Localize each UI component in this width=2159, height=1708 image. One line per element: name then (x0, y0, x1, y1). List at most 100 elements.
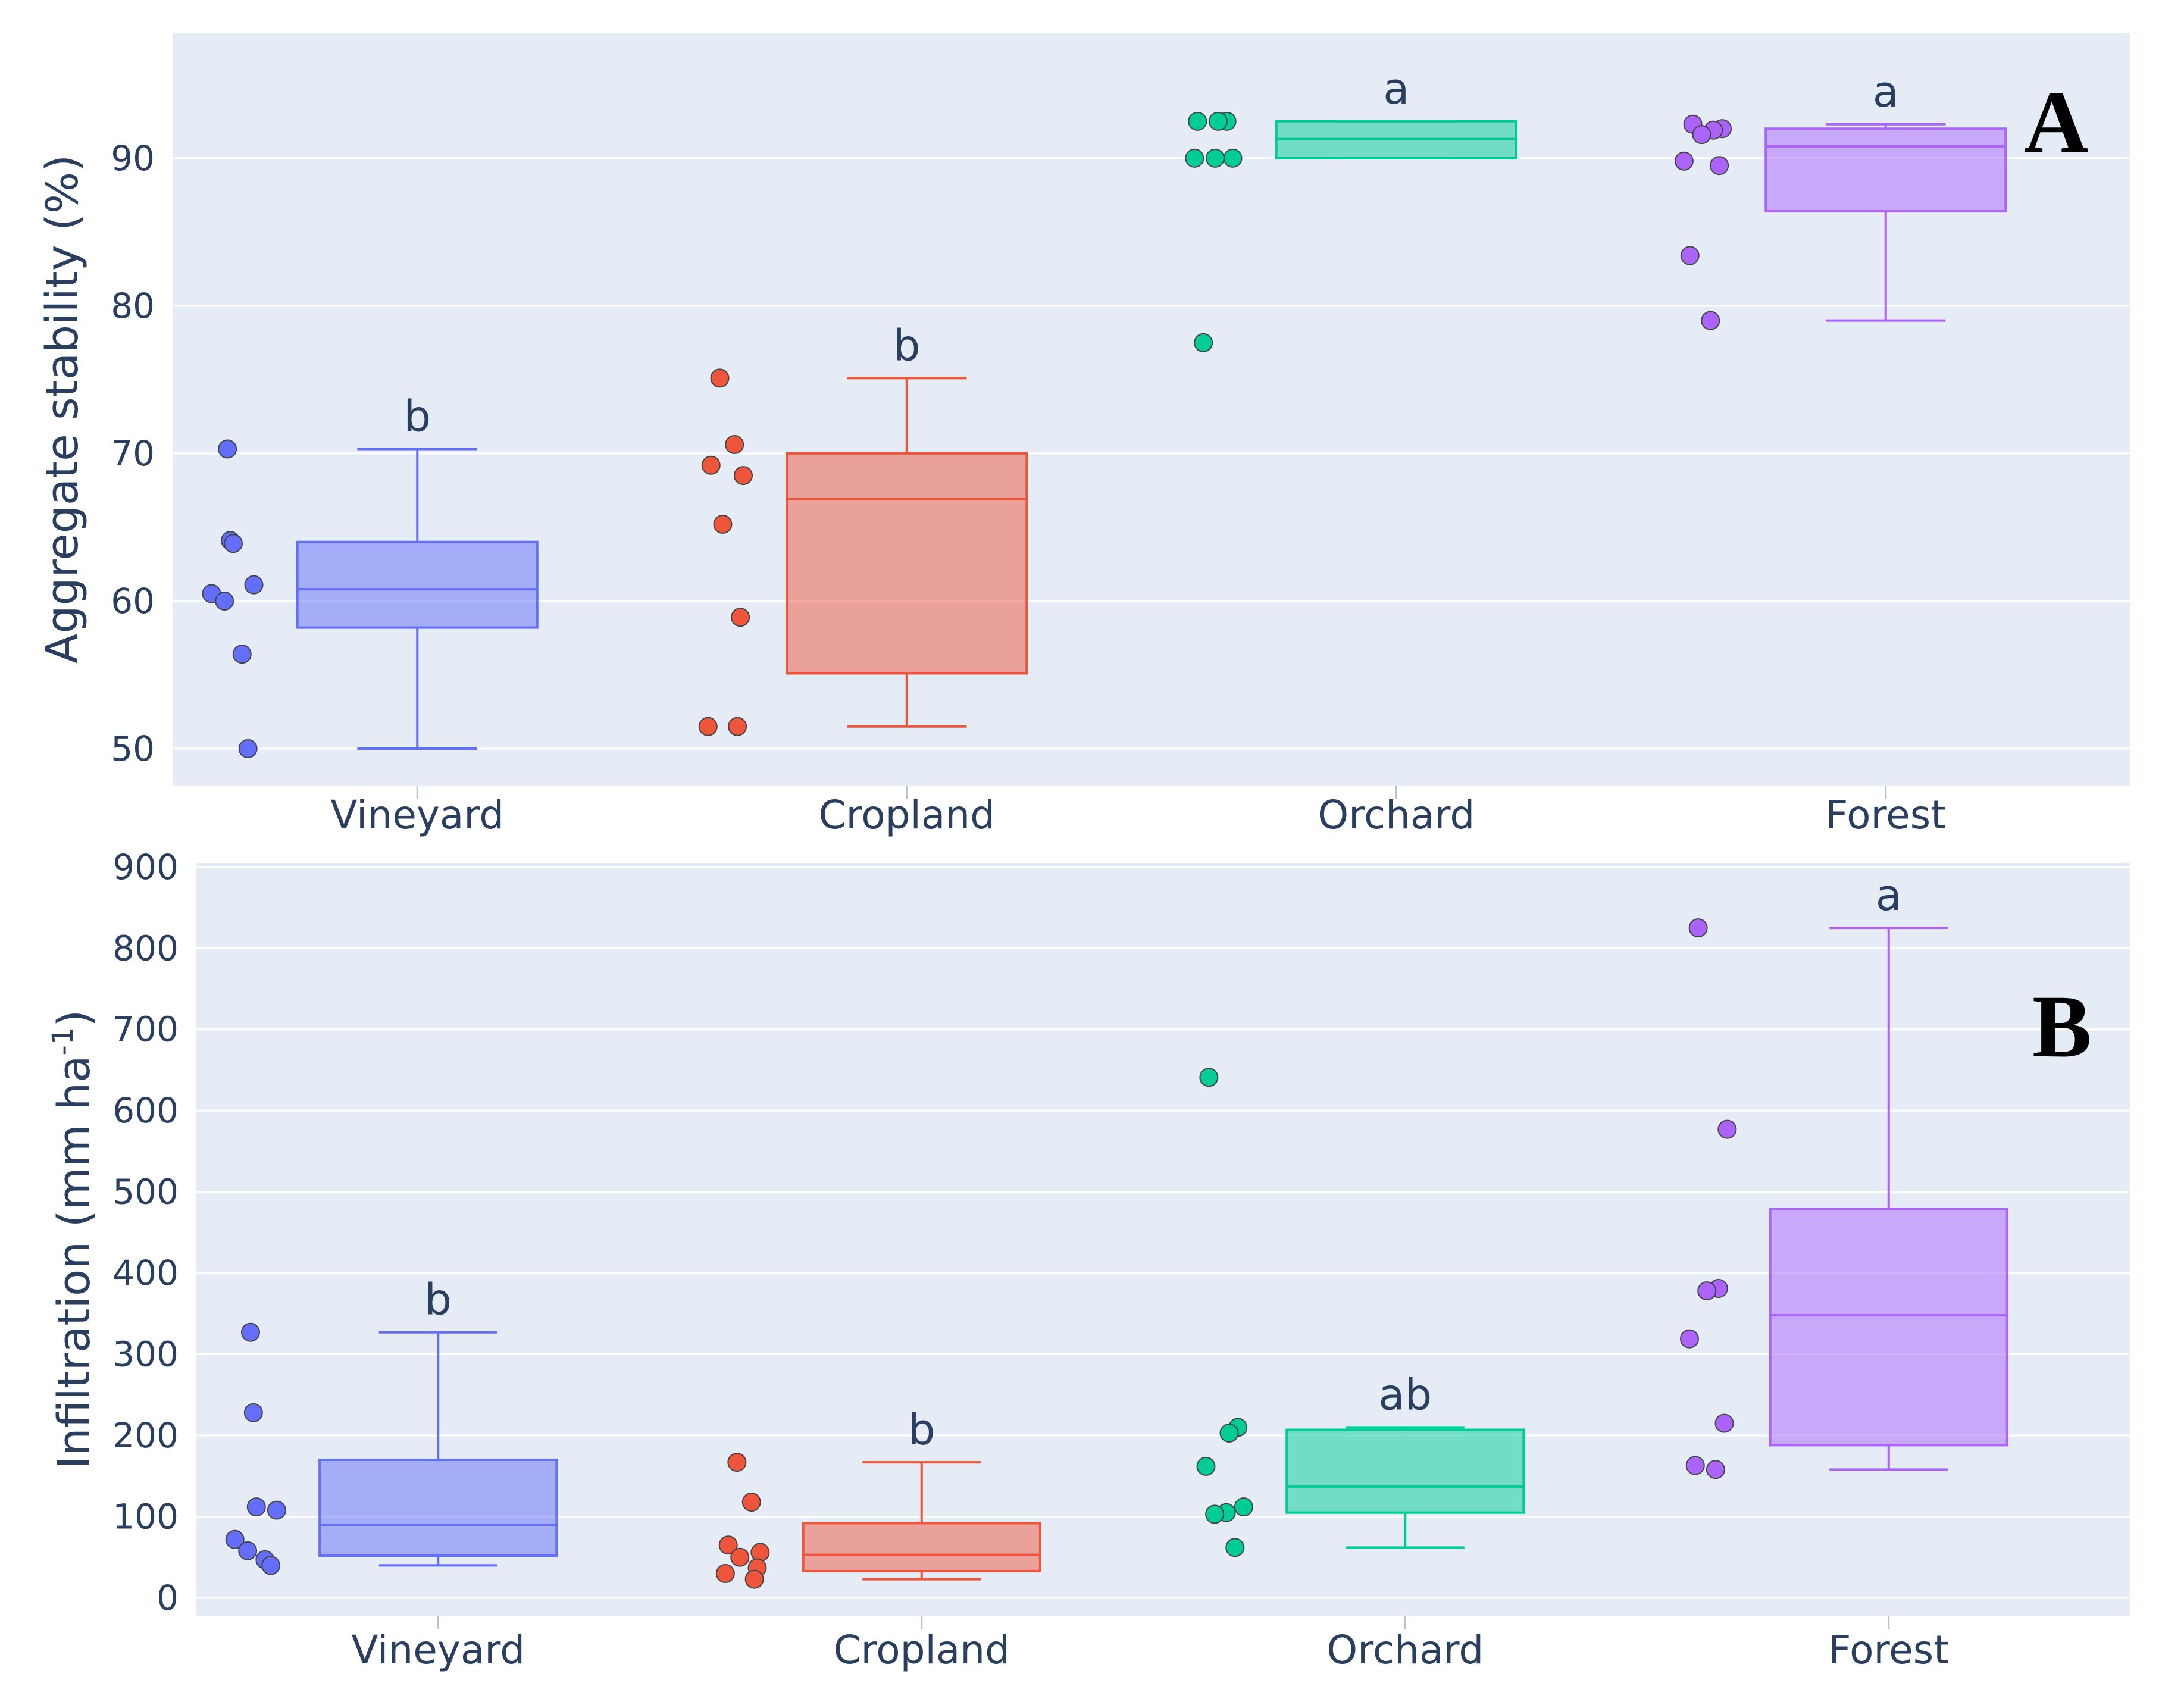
box-iqr (1764, 127, 2007, 213)
significance-letter: b (893, 320, 921, 370)
data-point (1680, 246, 1700, 265)
data-point (731, 608, 750, 627)
data-point (727, 1453, 747, 1472)
box-iqr (1769, 1208, 2008, 1447)
data-point (1717, 1119, 1737, 1139)
significance-letter: b (908, 1404, 935, 1454)
data-point (728, 717, 747, 736)
box-orchard: ab (1196, 1068, 1525, 1557)
y-axis-title: Aggregate stability (%) (37, 155, 88, 664)
data-point (1205, 148, 1225, 168)
data-point (261, 1556, 281, 1575)
data-point (1674, 151, 1694, 171)
data-point (223, 534, 243, 553)
data-point (1225, 1538, 1245, 1557)
significance-letter: a (1873, 67, 1899, 117)
x-tick-label: Cropland (818, 792, 995, 838)
y-tick-label: 50 (111, 728, 155, 769)
y-tick-label: 700 (112, 1009, 179, 1050)
data-point (725, 435, 744, 455)
data-point (1219, 1423, 1239, 1443)
significance-letter: b (403, 391, 431, 441)
y-tick-label: 500 (112, 1172, 179, 1212)
data-point (1234, 1497, 1253, 1517)
x-tick-label: Orchard (1326, 1627, 1484, 1673)
panel-a: 50 60 70 80 90 Vineyard Cropland Orchard Forest A… (37, 33, 2130, 838)
data-point (730, 1547, 750, 1567)
panel-letter: B (2032, 977, 2092, 1076)
box-vineyard: b (225, 1275, 558, 1575)
data-point (744, 1569, 764, 1589)
data-point (1701, 311, 1720, 330)
y-tick-label: 300 (112, 1334, 179, 1375)
data-point (741, 1492, 761, 1512)
y-tick-label: 60 (111, 581, 155, 621)
data-point (1692, 125, 1711, 145)
data-point (1714, 1413, 1734, 1433)
data-point (241, 1322, 260, 1342)
data-point (1685, 1456, 1705, 1475)
y-tick-label: 100 (112, 1497, 179, 1537)
y-tick-label: 200 (112, 1415, 179, 1456)
box-iqr (802, 1522, 1041, 1572)
data-point (225, 1529, 245, 1549)
panel-letter: A (2024, 73, 2088, 171)
y-axis-title-superscript: -1 (46, 1027, 80, 1056)
box-vineyard: b (202, 391, 539, 758)
box-forest: a (1680, 870, 2008, 1479)
y-tick-label: 0 (157, 1578, 179, 1618)
data-point (1710, 156, 1729, 176)
x-tick-label: Vineyard (330, 792, 504, 838)
data-point (1706, 1460, 1725, 1479)
data-point (1697, 1281, 1717, 1301)
data-point (1688, 918, 1708, 938)
x-tick-label: Forest (1828, 1627, 1949, 1673)
data-point (1185, 148, 1204, 168)
box-cropland: b (715, 1404, 1041, 1589)
box-cropland: b (698, 320, 1028, 736)
data-point (698, 717, 718, 736)
y-tick-label: 80 (111, 286, 155, 326)
x-tick-label: Cropland (833, 1627, 1010, 1673)
y-tick-label: 90 (111, 138, 155, 179)
data-point (750, 1543, 770, 1562)
data-point (232, 645, 252, 664)
y-tick-label: 800 (112, 928, 179, 968)
data-point (1194, 333, 1213, 352)
data-point (238, 1541, 258, 1560)
box-forest: a (1674, 67, 2007, 330)
y-tick-label: 70 (111, 433, 155, 474)
significance-letter: a (1876, 870, 1902, 920)
x-tick-label: Vineyard (351, 1627, 525, 1673)
data-point (1208, 111, 1228, 131)
data-point (718, 1535, 738, 1555)
data-point (701, 455, 721, 475)
y-tick-label: 400 (112, 1253, 179, 1293)
data-point (244, 575, 264, 595)
data-point (1199, 1068, 1219, 1087)
data-point (1188, 111, 1207, 131)
data-point (710, 368, 730, 388)
data-point (1196, 1456, 1216, 1476)
box-iqr (318, 1458, 558, 1557)
x-tick-label: Orchard (1318, 792, 1475, 838)
box-iqr (786, 452, 1028, 675)
y-tick-label: 600 (112, 1090, 179, 1131)
data-point (1680, 1329, 1699, 1349)
data-point (1223, 148, 1243, 168)
data-point (246, 1497, 266, 1517)
box-iqr (296, 540, 539, 629)
data-point (1205, 1504, 1225, 1524)
data-point (715, 1564, 735, 1584)
significance-letter: ab (1378, 1369, 1432, 1419)
data-point (218, 439, 237, 459)
panel-b: 0 100 200 300 400 500 600 700 800 900 Vineyard Crop… (46, 847, 2130, 1673)
y-tick-label: 900 (112, 847, 179, 887)
significance-letter: b (424, 1275, 452, 1325)
data-point (238, 739, 258, 758)
box-iqr (1285, 1428, 1525, 1514)
x-tick-label: Forest (1825, 792, 1946, 838)
data-point (734, 466, 753, 486)
significance-letter: a (1383, 64, 1409, 114)
